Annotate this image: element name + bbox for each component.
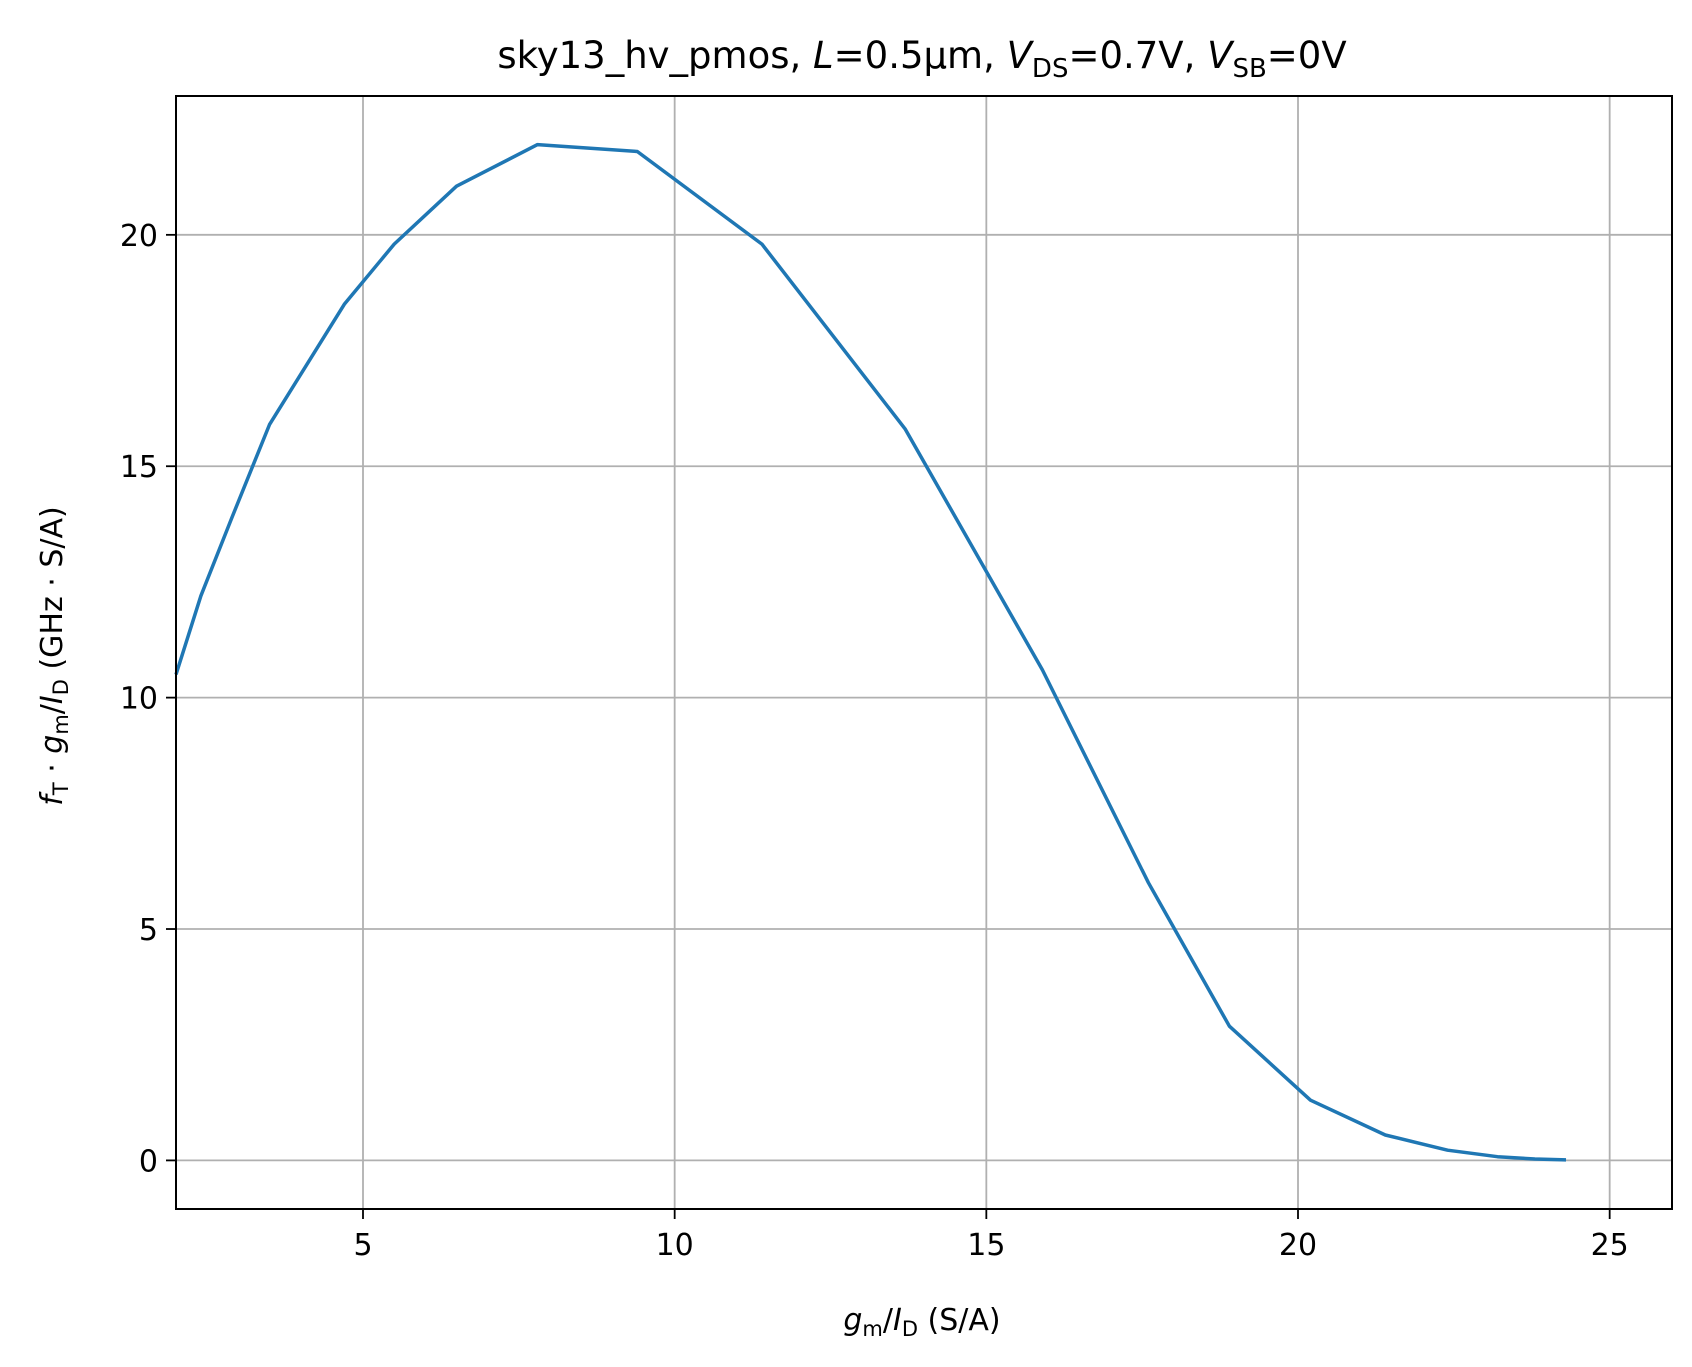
y-tick-label: 15 [120,450,158,485]
axes-frame [175,95,1673,1210]
series-line [174,142,1567,1162]
grid-layer [176,96,1672,1209]
y-tick-label: 0 [139,1144,158,1179]
x-axis-label: gm/ID (S/A) [843,1303,1000,1341]
x-tick-label: 20 [1279,1228,1317,1263]
x-tick-label: 25 [1591,1228,1629,1263]
y-axis-label: fT · gm/ID (GHz · S/A) [35,506,73,805]
y-tick-label: 20 [120,219,158,254]
tick-layer: 5 10 15 20 25 0 5 10 15 20 [120,219,1629,1263]
x-tick-label: 10 [656,1228,694,1263]
x-tick-label: 5 [353,1228,372,1263]
y-tick-label: 5 [139,913,158,948]
x-tick-label: 15 [967,1228,1005,1263]
chart-title: sky13_hv_pmos, L=0.5µm, VDS=0.7V, VSB=0V [497,34,1346,84]
y-tick-label: 10 [120,682,158,717]
